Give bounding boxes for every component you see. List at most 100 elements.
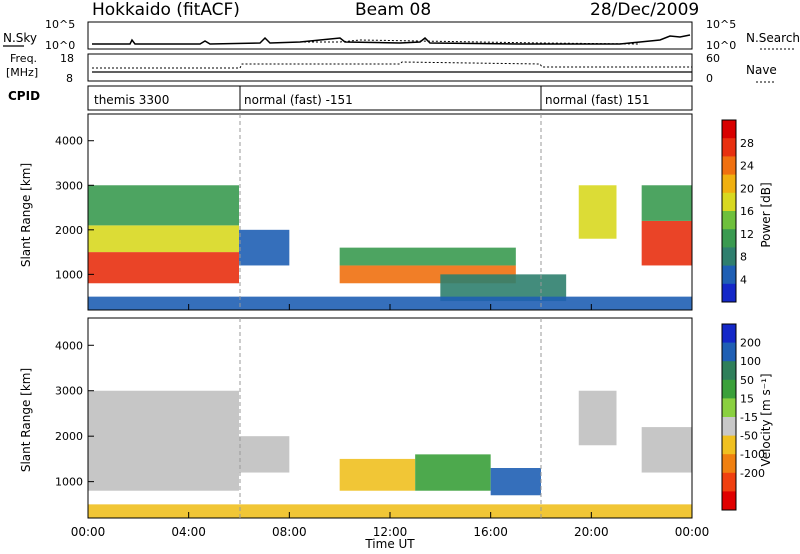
nsky-panel: N.Sky 10^5 10^0 10^5 10^0 N.Search xyxy=(3,18,800,52)
colorbar-swatch xyxy=(722,435,736,455)
freq-tick-bottom: 8 xyxy=(66,72,73,85)
power-region-3 xyxy=(239,229,290,266)
y-tick-label: 4000 xyxy=(55,339,83,352)
power-region-8 xyxy=(641,220,692,266)
y-tick-label: 3000 xyxy=(55,385,83,398)
nsky-tick-top: 10^5 xyxy=(45,18,75,31)
time-axis-label: Time UT xyxy=(364,537,415,551)
time-tick-label: 04:00 xyxy=(171,525,206,539)
time-tick-label: 00:00 xyxy=(675,525,710,539)
power-region-9 xyxy=(641,185,692,221)
time-tick-label: 12:00 xyxy=(373,525,408,539)
nsearch-tick-bottom: 10^0 xyxy=(706,39,736,52)
nave-trace xyxy=(92,61,692,69)
colorbar-swatch xyxy=(722,398,736,418)
colorbar-tick-label: -50 xyxy=(740,430,758,443)
beam-title: Beam 08 xyxy=(355,0,432,20)
cpid-segment-2: normal (fast) -151 xyxy=(244,93,353,107)
colorbar-swatch xyxy=(722,265,736,285)
colorbar-tick-label: 200 xyxy=(740,337,761,350)
velocity-region-5 xyxy=(578,390,617,446)
colorbar-swatch xyxy=(722,454,736,474)
velocity-colorbar-label: Velocity [m s⁻¹] xyxy=(759,373,773,466)
power-colorbar: 4 8 12 16 20 24 28 xyxy=(721,119,754,303)
nsky-trace xyxy=(92,34,691,45)
nsearch-label: N.Search xyxy=(746,31,800,45)
y-tick-label: 1000 xyxy=(55,268,83,281)
velocity-region-3 xyxy=(415,454,491,491)
freq-tick-top: 18 xyxy=(60,52,74,65)
colorbar-tick-label: -15 xyxy=(740,411,758,424)
colorbar-tick-label: -100 xyxy=(740,448,765,461)
power-region-2 xyxy=(88,185,239,226)
colorbar-swatch xyxy=(722,211,736,230)
freq-label-1: Freq. xyxy=(10,52,37,65)
velocity-region-6 xyxy=(641,427,692,473)
y-tick-label: 3000 xyxy=(55,179,83,192)
time-tick-label: 16:00 xyxy=(473,525,508,539)
time-axis: 00:00 04:00 08:00 12:00 16:00 20:00 00:00 xyxy=(71,304,710,539)
colorbar-swatch xyxy=(722,138,736,157)
colorbar-swatch xyxy=(722,472,736,492)
y-tick-label: 1000 xyxy=(55,476,83,489)
freq-panel: Freq. [MHz] 18 8 60 0 Nave xyxy=(6,52,777,85)
colorbar-swatch xyxy=(722,192,736,212)
power-panel: 1000 2000 3000 4000 Slant Range [km] 4 8 12 16… xyxy=(19,113,773,311)
time-tick-label: 20:00 xyxy=(574,525,609,539)
velocity-region-1 xyxy=(239,436,290,473)
power-region-1 xyxy=(88,225,239,253)
colorbar-swatch xyxy=(722,174,736,194)
y-tick-label: 2000 xyxy=(55,430,83,443)
velocity-region-2 xyxy=(339,458,416,491)
nsky-label: N.Sky xyxy=(3,31,37,45)
power-cells xyxy=(88,185,692,310)
power-ylabel: Slant Range [km] xyxy=(19,163,33,267)
cpid-panel: CPID themis 3300 normal (fast) -151 norm… xyxy=(8,85,693,111)
colorbar-tick-label: 15 xyxy=(740,392,754,405)
nave-label: Nave xyxy=(746,63,777,77)
colorbar-tick-label: 8 xyxy=(740,251,747,264)
y-tick-label: 4000 xyxy=(55,135,83,148)
nsearch-trace xyxy=(300,39,641,45)
colorbar-swatch xyxy=(722,229,736,248)
velocity-y-ticks: 1000 2000 3000 4000 xyxy=(55,339,94,489)
time-tick-label: 00:00 xyxy=(71,525,106,539)
velocity-region-0 xyxy=(88,390,239,491)
power-region-7 xyxy=(578,185,617,239)
colorbar-tick-label: 4 xyxy=(740,273,747,286)
colorbar-frame xyxy=(721,323,737,511)
nsearch-tick-top: 10^5 xyxy=(706,18,736,31)
colorbar-tick-label: 24 xyxy=(740,160,754,173)
nave-tick-bottom: 0 xyxy=(706,72,713,85)
colorbar-tick-label: 16 xyxy=(740,205,754,218)
cpid-segment-1: themis 3300 xyxy=(94,93,169,107)
velocity-region-4 xyxy=(490,468,541,496)
velocity-ylabel: Slant Range [km] xyxy=(19,368,33,472)
colorbar-tick-label: -200 xyxy=(740,467,765,480)
velocity-colorbar: 200 100 50 15 -15 -50 -100 -200 xyxy=(721,323,765,511)
colorbar-tick-label: 28 xyxy=(740,137,754,150)
station-title: Hokkaido (fitACF) xyxy=(92,0,240,20)
colorbar-tick-label: 100 xyxy=(740,355,761,368)
velocity-panel: 1000 2000 3000 4000 Slant Range [km] 200 100… xyxy=(19,317,773,519)
colorbar-swatch xyxy=(722,156,736,176)
colorbar-swatch xyxy=(722,247,736,267)
colorbar-swatch xyxy=(722,361,736,381)
nsky-tick-bottom: 10^0 xyxy=(45,39,75,52)
cpid-segment-3: normal (fast) 151 xyxy=(545,93,649,107)
colorbar-tick-label: 50 xyxy=(740,374,754,387)
time-tick-label: 08:00 xyxy=(272,525,307,539)
power-region-0 xyxy=(88,252,239,284)
cpid-label: CPID xyxy=(8,89,40,103)
freq-label-2: [MHz] xyxy=(6,66,38,79)
power-y-ticks: 1000 2000 3000 4000 xyxy=(55,135,94,281)
colorbar-swatch xyxy=(722,342,736,362)
colorbar-swatch xyxy=(722,324,736,344)
power-colorbar-label: Power [dB] xyxy=(759,182,773,247)
colorbar-tick-label: 12 xyxy=(740,228,754,241)
colorbar-frame xyxy=(721,119,737,303)
nave-tick-top: 60 xyxy=(706,52,720,65)
colorbar-tick-label: 20 xyxy=(740,182,754,195)
colorbar-swatch xyxy=(722,491,736,511)
